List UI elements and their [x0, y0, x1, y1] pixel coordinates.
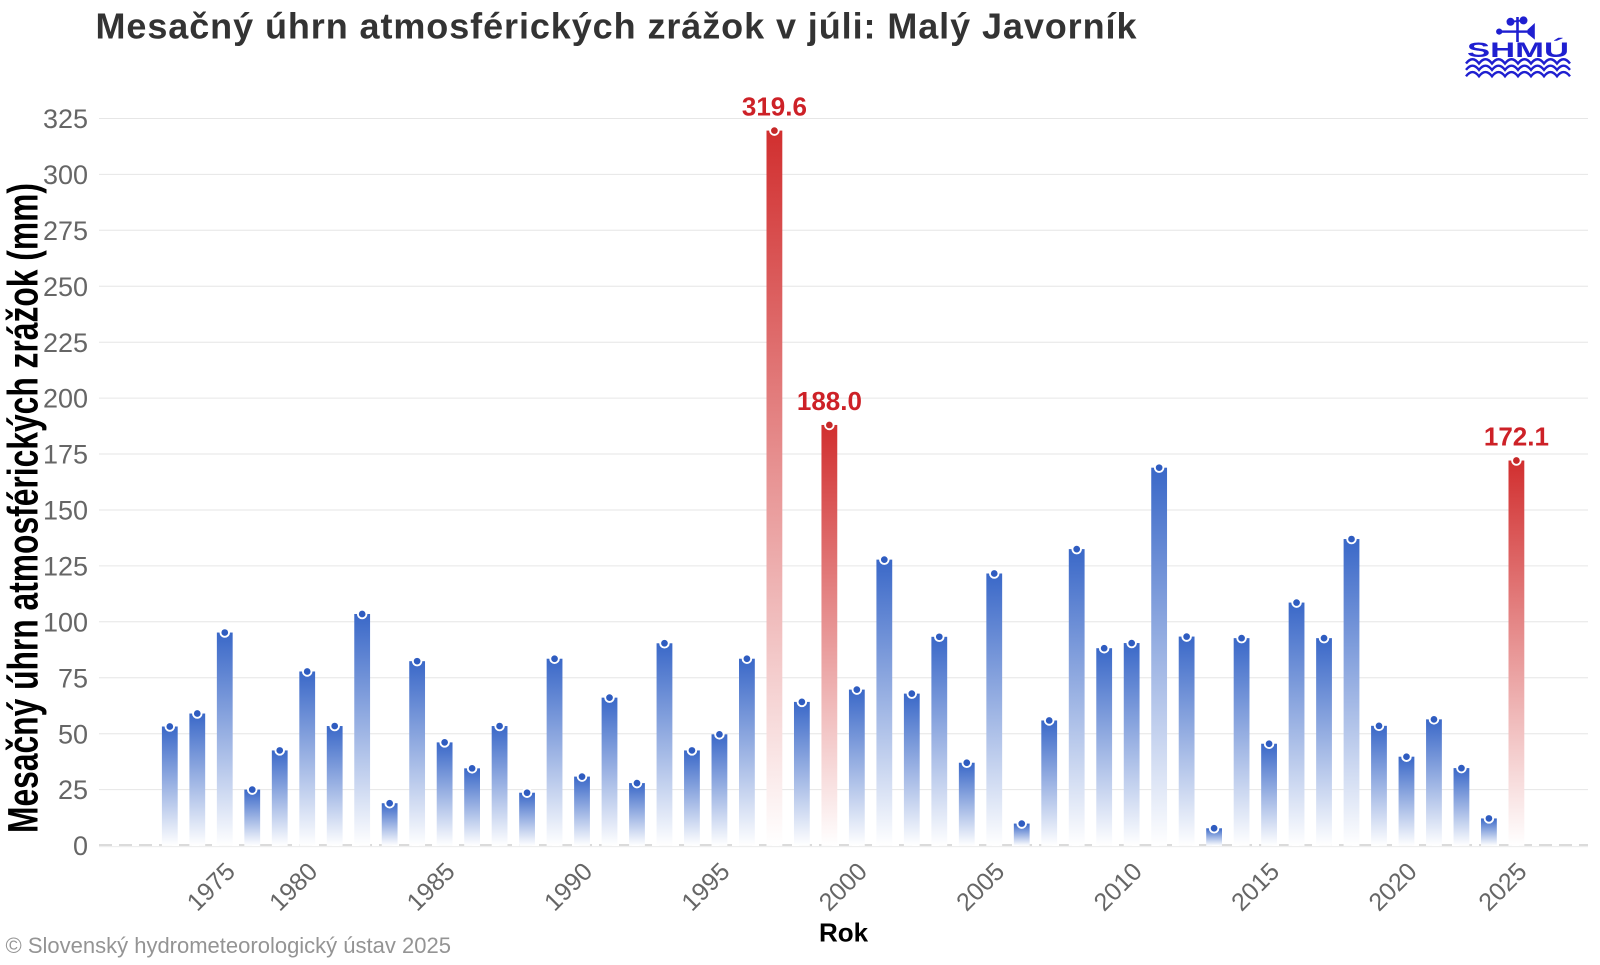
svg-text:125: 125 [43, 552, 88, 582]
svg-text:© Slovenský hydrometeorologick: © Slovenský hydrometeorologický ústav 20… [6, 933, 451, 958]
svg-text:275: 275 [43, 216, 88, 246]
svg-text:Mesačný úhrn atmosférických zr: Mesačný úhrn atmosférických zrážok v júl… [96, 6, 1138, 47]
svg-text:75: 75 [58, 663, 88, 693]
svg-text:172.1: 172.1 [1484, 421, 1549, 451]
svg-text:188.0: 188.0 [797, 386, 862, 416]
svg-text:Rok: Rok [819, 918, 869, 948]
svg-text:100: 100 [43, 607, 88, 637]
svg-text:250: 250 [43, 272, 88, 302]
svg-text:325: 325 [43, 104, 88, 134]
svg-text:319.6: 319.6 [742, 91, 807, 121]
svg-text:150: 150 [43, 496, 88, 526]
svg-text:225: 225 [43, 328, 88, 358]
svg-text:25: 25 [58, 775, 88, 805]
svg-text:Mesačný úhrn atmosférických zr: Mesačný úhrn atmosférických zrážok (mm) [0, 183, 48, 833]
svg-text:200: 200 [43, 384, 88, 414]
svg-text:300: 300 [43, 160, 88, 190]
svg-text:0: 0 [73, 831, 88, 861]
svg-text:50: 50 [58, 719, 88, 749]
svg-text:175: 175 [43, 440, 88, 470]
